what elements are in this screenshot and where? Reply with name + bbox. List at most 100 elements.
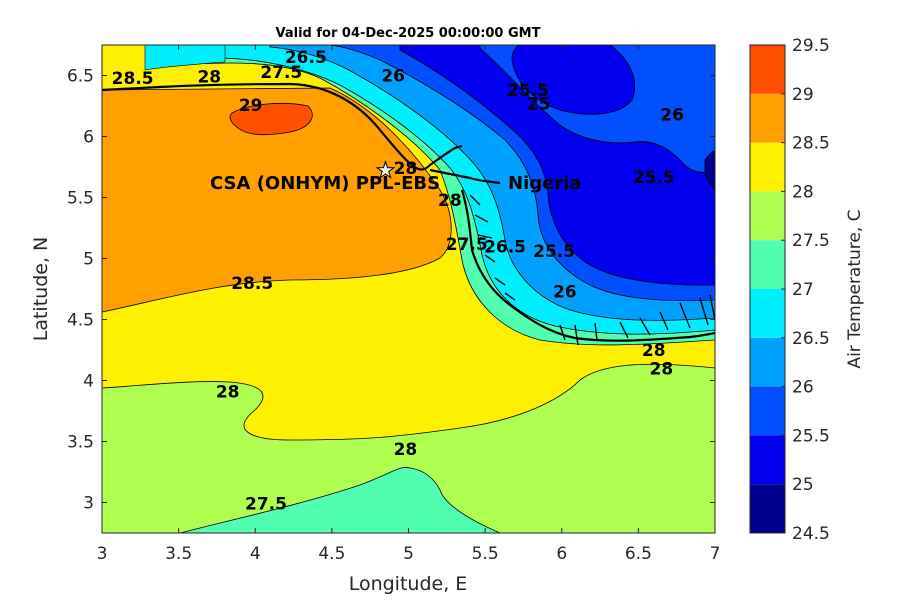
contour-label: 28 [216, 382, 240, 402]
contour-label: 26 [553, 282, 577, 302]
x-tick-label: 6 [556, 544, 567, 564]
contour-label-group: 28 [216, 382, 240, 402]
x-tick-label: 7 [710, 544, 721, 564]
x-tick-label: 6.5 [625, 544, 652, 564]
colorbar-tick-label: 26.5 [792, 329, 830, 349]
contour-label: 28.5 [112, 69, 154, 89]
x-tick-label: 5.5 [472, 544, 499, 564]
contour-label-group: 25 [527, 95, 551, 115]
contour-band-25-pocket [511, 45, 636, 115]
contour-band-28.5 [102, 87, 452, 313]
contour-label-group: 29 [239, 96, 263, 116]
contour-label-group: 28 [197, 68, 221, 88]
contour-label-group: 28.5 [231, 274, 273, 294]
contour-label-group: 26 [381, 67, 405, 87]
contour-label: 26.5 [285, 48, 327, 68]
contour-label: 28 [197, 68, 221, 88]
contour-label-group: 26 [660, 106, 684, 126]
contour-field: 28.5 28 27.526.52625.5252625.529282827.526… [102, 45, 715, 533]
x-tick-label: 3.5 [165, 544, 192, 564]
colorbar-swatch [750, 484, 785, 533]
colorbar-tick-label: 29 [792, 85, 814, 105]
colorbar-swatch [750, 337, 785, 387]
contour-band-29 [229, 102, 313, 136]
colorbar-tick-label: 25 [792, 475, 814, 495]
contour-label: 28 [394, 440, 418, 460]
contour-band-27 [179, 467, 501, 533]
chart-title: Valid for 04-Dec-2025 00:00:00 GMT [276, 26, 541, 41]
colorbar-label: Air Temperature, C [845, 209, 865, 368]
y-axis: 3 3.5 4 4.5 5 5.5 6 6.5 [67, 67, 715, 514]
colorbar-tick-label: 26 [792, 378, 814, 398]
coastline-creeks [469, 194, 715, 346]
contour-label: 28 [438, 191, 462, 211]
colorbar-swatch [750, 142, 785, 192]
contour-label-group: 28 [394, 159, 418, 179]
contour-label-group: 28 [394, 440, 418, 460]
contour-label-group: 25.5 [507, 81, 549, 101]
contour-label: 27.5 [260, 63, 302, 83]
colorbar-tick-label: 25.5 [792, 426, 830, 446]
contour-band-24.5 [704, 150, 715, 190]
contour-label: 26 [660, 106, 684, 126]
y-tick-label: 5 [83, 250, 94, 270]
contour-label-group: 26 [553, 282, 577, 302]
y-tick-label: 4 [83, 372, 94, 392]
colorbar-swatch [750, 45, 785, 94]
x-axis: 3 3.5 4 4.5 5 5.5 6 6.5 7 [97, 45, 721, 564]
colorbar-tick-label: 27 [792, 280, 814, 300]
colorbar-swatch [750, 191, 785, 241]
x-axis-label: Longitude, E [349, 573, 468, 595]
contour-labels: 28.5 28 27.526.52625.5252625.529282827.526… [112, 48, 684, 515]
coastline [102, 82, 715, 342]
x-tick-label: 4 [250, 544, 261, 564]
contour-label: 25.5 [633, 168, 675, 188]
contour-label-group: 27.5 [260, 63, 302, 83]
colorbar-swatch [750, 289, 785, 338]
contour-label: 28 [394, 159, 418, 179]
contour-band-26.5-west [144, 45, 226, 71]
contour-label-group: 28 [650, 359, 674, 379]
x-tick-label: 5 [403, 544, 414, 564]
contour-label-group: 28.5 [112, 69, 154, 89]
station-label: CSA (ONHYM) PPL-EBS [210, 173, 440, 194]
contour-label-group: 25.5 [633, 168, 675, 188]
contour-label: 27.5 [245, 495, 287, 515]
contour-label: 26 [381, 67, 405, 87]
y-tick-label: 6.5 [67, 67, 94, 87]
y-axis-label: Latitude, N [30, 237, 52, 342]
contour-label-group: 28 [438, 191, 462, 211]
contour-label-group: 26.5 [285, 48, 327, 68]
x-tick-label: 4.5 [318, 544, 345, 564]
y-tick-label: 5.5 [67, 189, 94, 209]
contour-label: 28 [642, 341, 666, 361]
colorbar-tick-label: 28.5 [792, 134, 830, 154]
x-tick-label: 3 [97, 544, 108, 564]
colorbar-swatch [750, 93, 785, 143]
contour-label-group: 28 [642, 341, 666, 361]
colorbar: 24.5 25 25.5 26 26.5 27 27.5 28 28.5 29 29.5 [749, 36, 830, 544]
colorbar-swatch [750, 435, 785, 485]
contour-label: 27.5 [446, 235, 488, 255]
contour-label: 28 [650, 359, 674, 379]
contour-label: 25.5 [533, 242, 575, 262]
contour-label-group: 27.5 [446, 235, 488, 255]
y-tick-label: 3.5 [67, 433, 94, 453]
contour-label: 25 [527, 95, 551, 115]
contour-label-group: 27.5 [245, 495, 287, 515]
colorbar-swatch [750, 386, 785, 436]
country-label: Nigeria [508, 173, 582, 194]
colorbar-swatch [750, 240, 785, 289]
contour-label: 25.5 [507, 81, 549, 101]
contour-label-group: 25.5 [533, 242, 575, 262]
colorbar-tick-label: 29.5 [792, 36, 830, 56]
y-tick-label: 3 [83, 494, 94, 514]
contour-label: 26.5 [484, 237, 526, 257]
contour-label: 28.5 [231, 274, 273, 294]
y-tick-label: 4.5 [67, 311, 94, 331]
y-tick-label: 6 [83, 128, 94, 148]
contour-label-group: 26.5 [484, 237, 526, 257]
colorbar-tick-label: 24.5 [792, 524, 830, 544]
